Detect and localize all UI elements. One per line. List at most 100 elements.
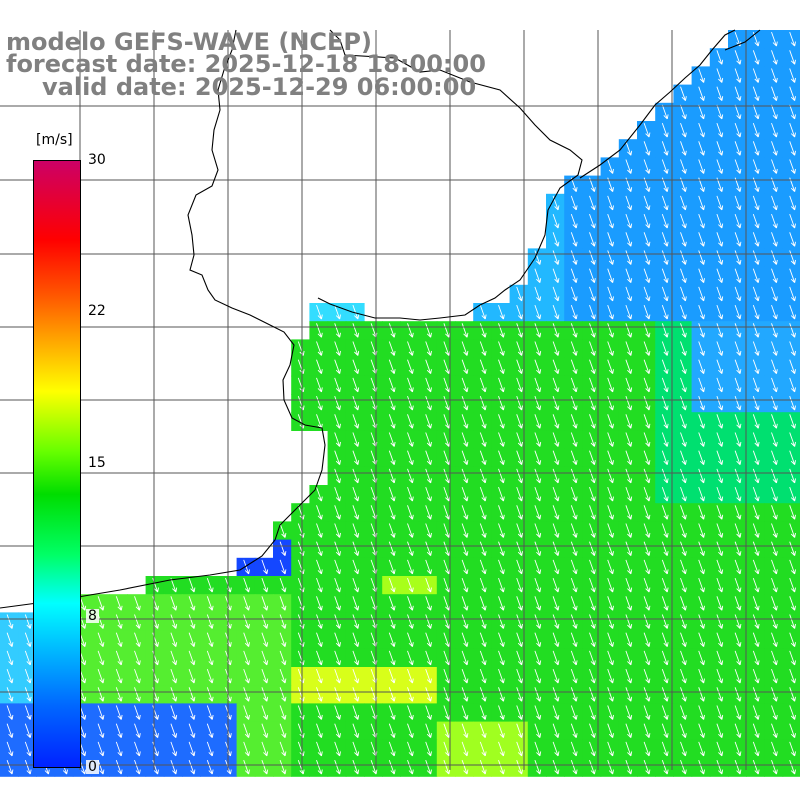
wind-vector-arrow	[680, 414, 687, 429]
wind-vector-arrow	[6, 705, 14, 720]
wind-vector-arrow	[170, 632, 178, 648]
wind-vector-arrow	[698, 250, 705, 265]
wind-vector-arrow	[534, 395, 542, 411]
wind-vector-arrow	[734, 268, 742, 284]
wind-vector-arrow	[6, 687, 14, 702]
wind-vector-arrow	[625, 523, 633, 538]
wind-vector-arrow	[734, 304, 742, 320]
wind-vector-arrow	[425, 723, 432, 739]
wind-vector-arrow	[115, 614, 123, 629]
wind-vector-arrow	[425, 541, 432, 557]
wind-vector-arrow	[461, 359, 469, 375]
wind-vector-arrow	[734, 250, 742, 265]
wind-vector-arrow	[6, 650, 14, 666]
wind-vector-arrow	[734, 122, 742, 138]
wind-speed-cell	[782, 430, 800, 450]
wind-vector-arrow	[698, 377, 705, 393]
wind-vector-arrow	[607, 505, 614, 520]
wind-vector-arrow	[789, 104, 796, 120]
wind-vector-arrow	[388, 596, 396, 611]
wind-vector-arrow	[570, 432, 578, 447]
wind-vector-arrow	[479, 523, 487, 538]
wind-vector-arrow	[334, 759, 341, 775]
wind-vector-arrow	[243, 614, 250, 629]
wind-vector-arrow	[625, 741, 633, 757]
wind-vector-arrow	[498, 486, 505, 502]
wind-vector-arrow	[661, 577, 669, 593]
wind-vector-arrow	[752, 450, 760, 466]
wind-vector-arrow	[607, 341, 614, 356]
wind-vector-arrow	[534, 741, 542, 757]
wind-vector-arrow	[461, 323, 469, 338]
wind-vector-arrow	[352, 577, 360, 593]
wind-vector-arrow	[534, 705, 542, 720]
wind-vector-arrow	[407, 432, 414, 447]
wind-vector-arrow	[771, 541, 778, 557]
wind-vector-arrow	[698, 650, 705, 666]
wind-vector-arrow	[516, 705, 523, 720]
wind-vector-arrow	[206, 596, 214, 611]
wind-vector-arrow	[552, 250, 560, 265]
wind-vector-arrow	[461, 541, 469, 557]
wind-vector-arrow	[716, 50, 724, 65]
wind-vector-arrow	[789, 759, 796, 775]
wind-vector-arrow	[334, 632, 341, 648]
wind-vector-arrow	[607, 323, 614, 338]
wind-vector-arrow	[316, 541, 323, 557]
wind-vector-arrow	[516, 304, 523, 320]
wind-vector-arrow	[734, 759, 742, 775]
wind-vector-arrow	[461, 395, 469, 411]
wind-vector-arrow	[243, 596, 250, 611]
wind-vector-arrow	[97, 650, 105, 666]
wind-vector-arrow	[716, 286, 724, 302]
wind-vector-arrow	[625, 668, 633, 684]
wind-vector-arrow	[115, 759, 123, 775]
wind-vector-arrow	[97, 723, 105, 739]
wind-vector-arrow	[534, 286, 542, 302]
wind-vector-arrow	[589, 414, 596, 429]
wind-vector-arrow	[534, 377, 542, 393]
wind-speed-cell	[782, 157, 800, 177]
wind-vector-arrow	[352, 523, 360, 538]
wind-vector-arrow	[625, 505, 633, 520]
wind-vector-arrow	[534, 759, 542, 775]
wind-vector-arrow	[352, 705, 360, 720]
wind-vector-arrow	[316, 614, 323, 629]
wind-vector-arrow	[625, 359, 633, 375]
wind-vector-arrow	[716, 705, 724, 720]
wind-vector-arrow	[516, 377, 523, 393]
wind-vector-arrow	[789, 668, 796, 684]
wind-vector-arrow	[643, 577, 651, 593]
wind-vector-arrow	[643, 395, 651, 411]
wind-vector-arrow	[407, 614, 414, 629]
wind-vector-arrow	[680, 523, 687, 538]
wind-vector-arrow	[316, 559, 323, 575]
wind-vector-arrow	[316, 323, 323, 338]
wind-vector-arrow	[752, 377, 760, 393]
wind-vector-arrow	[498, 414, 505, 429]
wind-vector-arrow	[589, 232, 596, 247]
wind-vector-arrow	[607, 650, 614, 666]
wind-vector-arrow	[771, 323, 778, 338]
wind-vector-arrow	[97, 705, 105, 720]
wind-speed-cell	[782, 648, 800, 668]
wind-vector-arrow	[625, 577, 633, 593]
wind-vector-arrow	[316, 505, 323, 520]
wind-vector-arrow	[243, 741, 250, 757]
wind-vector-arrow	[425, 650, 432, 666]
wind-vector-arrow	[698, 432, 705, 447]
wind-vector-arrow	[334, 323, 341, 338]
wind-vector-arrow	[188, 741, 196, 757]
wind-vector-arrow	[661, 523, 669, 538]
wind-vector-arrow	[643, 523, 651, 538]
wind-vector-arrow	[698, 705, 705, 720]
wind-vector-arrow	[680, 104, 687, 120]
wind-vector-arrow	[771, 395, 778, 411]
wind-vector-arrow	[789, 304, 796, 320]
wind-vector-arrow	[589, 323, 596, 338]
wind-vector-arrow	[771, 232, 778, 247]
wind-vector-arrow	[789, 159, 796, 174]
wind-speed-cell	[782, 557, 800, 577]
wind-vector-arrow	[6, 668, 14, 684]
wind-vector-arrow	[479, 596, 487, 611]
